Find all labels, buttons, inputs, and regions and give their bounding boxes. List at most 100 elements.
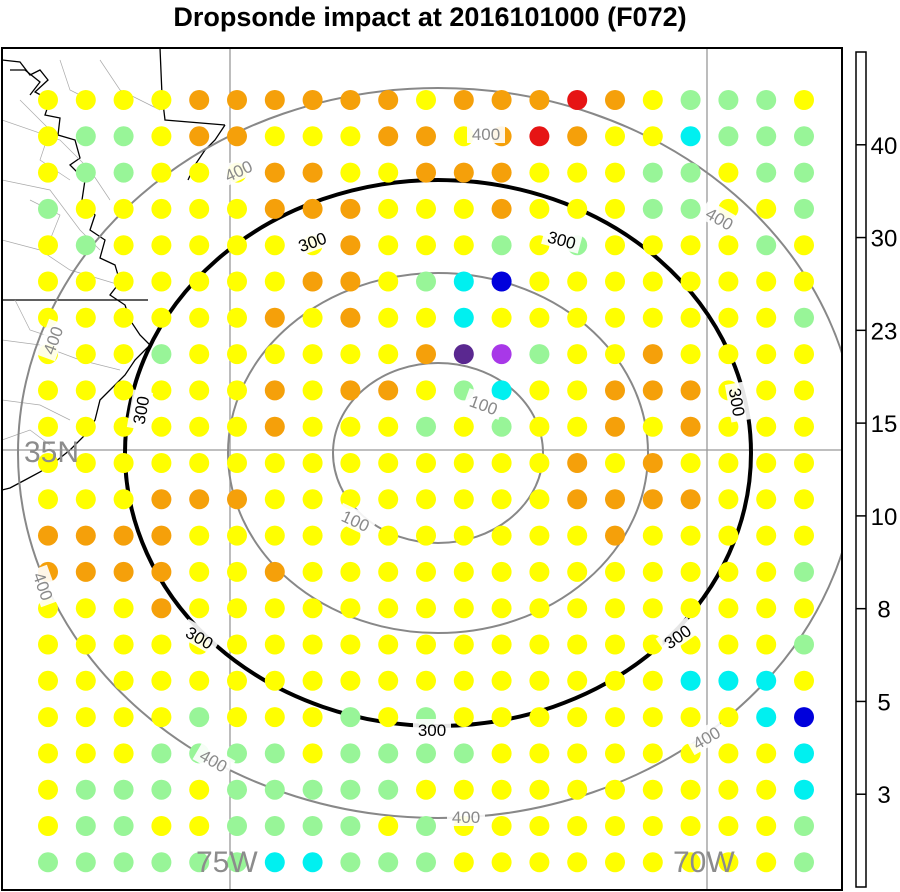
dropsonde-point <box>113 743 134 764</box>
ring-label-400: 400 <box>36 318 68 362</box>
dropsonde-point <box>75 525 96 546</box>
dropsonde-point <box>794 707 814 728</box>
dropsonde-point <box>642 416 663 437</box>
dropsonde-point <box>756 634 777 655</box>
dropsonde-point <box>453 90 474 110</box>
dropsonde-point <box>189 235 210 256</box>
dropsonde-point <box>680 561 701 582</box>
dropsonde-point <box>680 670 701 691</box>
dropsonde-point <box>340 743 361 764</box>
dropsonde-point <box>189 852 210 873</box>
dropsonde-point <box>567 779 588 800</box>
colorbar-tick-label: 8 <box>877 597 890 624</box>
dropsonde-point <box>491 380 512 401</box>
dropsonde-point <box>302 634 323 655</box>
dropsonde-point <box>453 198 474 219</box>
dropsonde-point <box>416 380 436 401</box>
dropsonde-point <box>340 162 361 183</box>
dropsonde-point <box>529 816 550 836</box>
dropsonde-point <box>718 670 739 691</box>
dropsonde-point <box>75 707 96 728</box>
dropsonde-point <box>529 670 550 691</box>
dropsonde-point <box>378 707 399 728</box>
dropsonde-point <box>189 90 210 110</box>
dropsonde-point <box>378 198 399 219</box>
dropsonde-point <box>642 162 663 183</box>
dropsonde-point <box>75 852 96 873</box>
dropsonde-point <box>529 852 550 873</box>
dropsonde-point <box>605 271 625 292</box>
dropsonde-point <box>151 852 172 873</box>
dropsonde-point <box>680 235 701 256</box>
dropsonde-point <box>567 670 588 691</box>
dropsonde-point <box>189 198 210 219</box>
dropsonde-point <box>151 162 172 183</box>
dropsonde-point <box>605 779 625 800</box>
dropsonde-point <box>151 271 172 292</box>
dropsonde-point <box>756 670 777 691</box>
dropsonde-point <box>718 852 739 873</box>
dropsonde-point <box>642 380 663 401</box>
dropsonde-point <box>605 162 625 183</box>
dropsonde-point <box>302 307 323 328</box>
dropsonde-point <box>567 90 588 110</box>
dropsonde-point <box>605 380 625 401</box>
dropsonde-point <box>642 344 663 365</box>
dropsonde-point <box>378 852 399 873</box>
dropsonde-point <box>302 816 323 836</box>
dropsonde-point <box>567 743 588 764</box>
dropsonde-point <box>756 344 777 365</box>
dropsonde-point <box>453 707 474 728</box>
colorbar-tick-label: 23 <box>871 318 898 345</box>
dropsonde-point <box>756 416 777 437</box>
dropsonde-point <box>227 453 247 473</box>
dropsonde-point <box>75 416 96 437</box>
dropsonde-point <box>605 707 625 728</box>
dropsonde-point <box>340 779 361 800</box>
dropsonde-point <box>718 162 739 183</box>
dropsonde-point <box>302 380 323 401</box>
dropsonde-point <box>38 235 58 256</box>
dropsonde-point <box>75 235 96 256</box>
dropsonde-point <box>113 380 134 401</box>
dropsonde-point <box>189 126 210 147</box>
dropsonde-point <box>605 307 625 328</box>
dropsonde-point <box>680 489 701 510</box>
dropsonde-point <box>75 380 96 401</box>
dropsonde-point <box>529 380 550 401</box>
dropsonde-points <box>38 90 814 873</box>
dropsonde-point <box>189 271 210 292</box>
dropsonde-point <box>264 561 285 582</box>
dropsonde-point <box>378 779 399 800</box>
dropsonde-point <box>416 126 436 147</box>
dropsonde-point <box>453 743 474 764</box>
dropsonde-point <box>38 453 58 473</box>
dropsonde-point <box>453 670 474 691</box>
dropsonde-point <box>378 90 399 110</box>
dropsonde-point <box>718 525 739 546</box>
dropsonde-point <box>642 779 663 800</box>
range-ring-100 <box>332 362 544 544</box>
dropsonde-point <box>529 489 550 510</box>
dropsonde-point <box>151 90 172 110</box>
dropsonde-point <box>378 307 399 328</box>
range-ring-400 <box>17 87 842 819</box>
dropsonde-point <box>718 90 739 110</box>
dropsonde-point <box>302 707 323 728</box>
dropsonde-point <box>680 525 701 546</box>
dropsonde-point <box>302 90 323 110</box>
dropsonde-point <box>756 598 777 619</box>
dropsonde-point <box>189 707 210 728</box>
ring-label-300: 300 <box>725 381 752 423</box>
dropsonde-point <box>605 743 625 764</box>
dropsonde-point <box>113 852 134 873</box>
dropsonde-point <box>718 816 739 836</box>
dropsonde-point <box>227 525 247 546</box>
dropsonde-point <box>189 416 210 437</box>
dropsonde-point <box>680 453 701 473</box>
dropsonde-point <box>529 561 550 582</box>
dropsonde-point <box>529 126 550 147</box>
dropsonde-point <box>38 162 58 183</box>
dropsonde-point <box>38 634 58 655</box>
